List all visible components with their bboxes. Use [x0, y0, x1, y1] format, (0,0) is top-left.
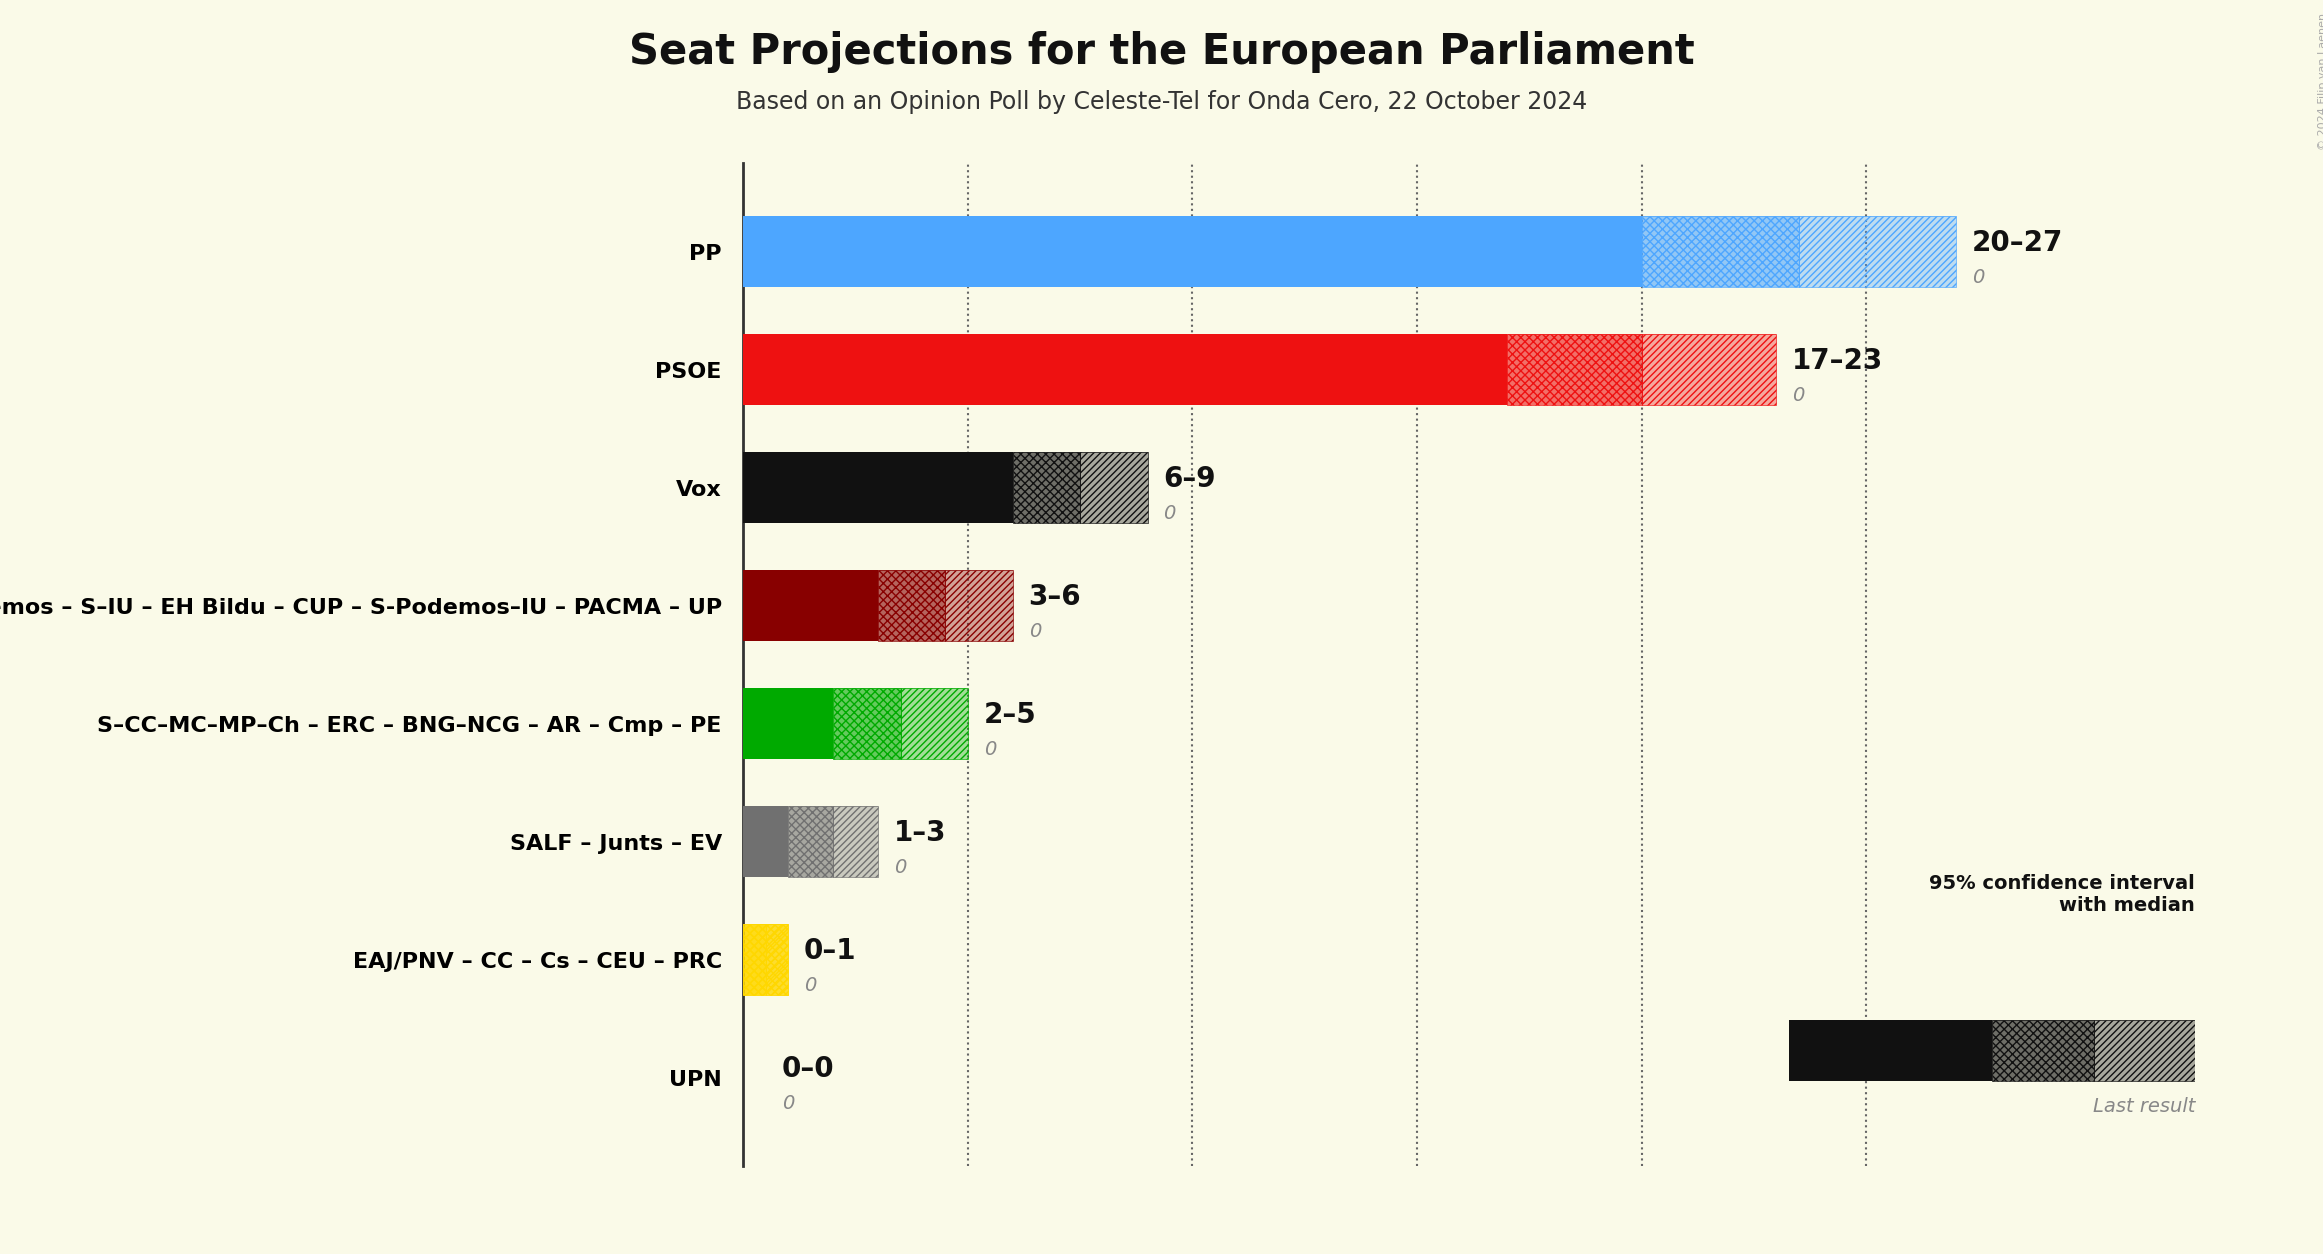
- Bar: [945, 571, 1013, 641]
- Bar: [878, 571, 945, 641]
- Bar: [767, 924, 787, 996]
- Text: 0: 0: [1972, 268, 1984, 287]
- Bar: [1798, 216, 1956, 287]
- Bar: [945, 571, 1013, 641]
- Text: 6–9: 6–9: [1164, 465, 1215, 493]
- Text: 1–3: 1–3: [894, 819, 945, 848]
- Text: Based on an Opinion Poll by Celeste-Tel for Onda Cero, 22 October 2024: Based on an Opinion Poll by Celeste-Tel …: [736, 90, 1587, 114]
- Bar: [787, 806, 834, 877]
- Bar: [743, 924, 767, 996]
- Text: Last result: Last result: [2093, 1097, 2195, 1116]
- Text: 95% confidence interval
with median: 95% confidence interval with median: [1930, 874, 2195, 915]
- Bar: [743, 334, 1508, 405]
- Text: 0: 0: [983, 740, 997, 759]
- Bar: [743, 924, 787, 996]
- Bar: [743, 924, 767, 996]
- Bar: [1013, 453, 1080, 523]
- Bar: [743, 453, 1013, 523]
- Bar: [1508, 334, 1642, 405]
- Bar: [878, 571, 945, 641]
- Bar: [743, 216, 1642, 287]
- Bar: [1013, 453, 1080, 523]
- Bar: [743, 806, 787, 877]
- Text: 0: 0: [1164, 504, 1175, 523]
- Bar: [787, 806, 834, 877]
- Bar: [743, 688, 834, 759]
- Text: © 2024 Filip van Laenen: © 2024 Filip van Laenen: [2318, 13, 2323, 149]
- Text: 0: 0: [894, 858, 906, 877]
- Bar: [1642, 334, 1777, 405]
- Bar: [901, 688, 969, 759]
- Bar: [1642, 216, 1798, 287]
- Text: 2–5: 2–5: [983, 701, 1036, 730]
- Bar: [1798, 216, 1956, 287]
- Bar: [1080, 453, 1148, 523]
- Bar: [1642, 334, 1777, 405]
- Text: 3–6: 3–6: [1029, 583, 1080, 612]
- Text: 20–27: 20–27: [1972, 229, 2063, 257]
- Bar: [834, 688, 901, 759]
- Bar: [767, 924, 787, 996]
- Text: 0: 0: [1029, 622, 1041, 641]
- Text: 17–23: 17–23: [1791, 347, 1884, 375]
- Bar: [2093, 1020, 2195, 1081]
- Bar: [834, 688, 901, 759]
- Text: 0: 0: [1791, 386, 1805, 405]
- Bar: [743, 571, 878, 641]
- Bar: [834, 806, 878, 877]
- Bar: [743, 924, 787, 996]
- Text: Seat Projections for the European Parliament: Seat Projections for the European Parlia…: [630, 31, 1693, 73]
- Bar: [1993, 1020, 2093, 1081]
- Text: 0–0: 0–0: [781, 1056, 834, 1083]
- Bar: [834, 806, 878, 877]
- Text: 0: 0: [781, 1095, 794, 1114]
- Bar: [1508, 334, 1642, 405]
- Bar: [1642, 216, 1798, 287]
- Bar: [901, 688, 969, 759]
- Bar: [2093, 1020, 2195, 1081]
- Bar: [1993, 1020, 2093, 1081]
- Bar: [1080, 453, 1148, 523]
- Text: 0–1: 0–1: [804, 938, 857, 966]
- Bar: [1789, 1020, 1993, 1081]
- Text: 0: 0: [804, 976, 815, 996]
